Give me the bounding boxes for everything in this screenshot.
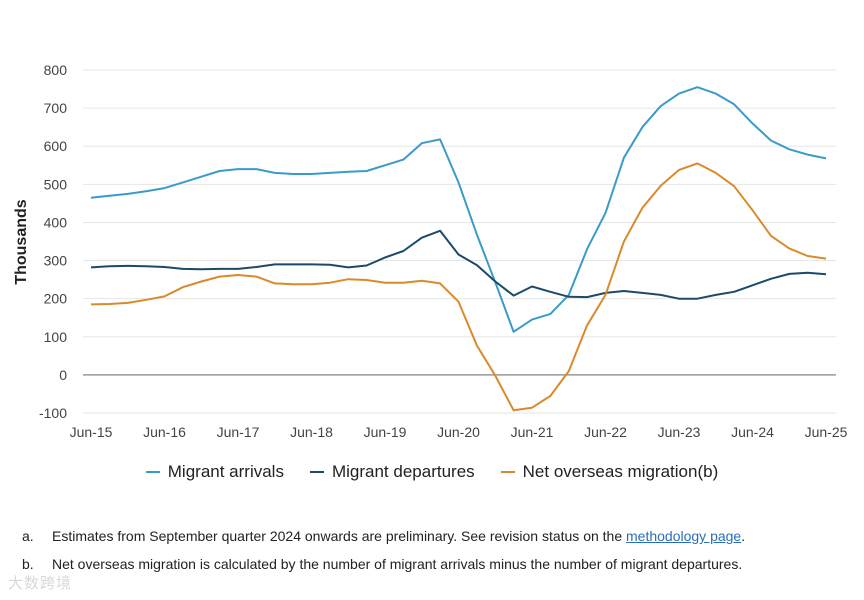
- x-tick-label: Jun-22: [584, 424, 627, 440]
- legend-label: Migrant departures: [331, 462, 475, 481]
- x-tick-label: Jun-25: [805, 424, 848, 440]
- watermark: 大数跨境: [8, 575, 73, 592]
- y-tick-label: 700: [44, 100, 68, 116]
- y-tick-label: 400: [44, 214, 68, 230]
- legend-swatch: [145, 471, 160, 473]
- legend-label: Net overseas migration(b): [522, 462, 719, 481]
- x-tick-label: Jun-17: [217, 424, 260, 440]
- legend-item: Migrant departures: [309, 462, 475, 482]
- series-line-2: [90, 229, 827, 300]
- footnote-letter: b.: [22, 556, 34, 572]
- y-tick-label: 800: [44, 62, 68, 78]
- y-tick-label: 200: [44, 291, 68, 307]
- legend: Migrant arrivals Migrant departures Net ov…: [0, 462, 864, 482]
- legend-swatch: [500, 471, 515, 473]
- legend-item: Migrant arrivals: [145, 462, 284, 482]
- y-axis-ticks: -100 0 100 200 300 400 500 600 700 800: [39, 62, 67, 421]
- gridlines: [83, 69, 836, 414]
- x-tick-label: Jun-16: [143, 424, 186, 440]
- series-line-3: [90, 162, 827, 412]
- footnote-b: b. Net overseas migration is calculated …: [22, 550, 745, 578]
- x-tick-label: Jun-18: [290, 424, 333, 440]
- y-tick-label: 600: [44, 138, 68, 154]
- x-tick-label: Jun-23: [658, 424, 701, 440]
- series-lines: [90, 86, 827, 412]
- x-tick-label: Jun-24: [731, 424, 774, 440]
- y-tick-label: 100: [44, 329, 68, 345]
- x-tick-label: Jun-15: [70, 424, 113, 440]
- footnote-text: Net overseas migration is calculated by …: [52, 556, 743, 572]
- legend-swatch: [309, 471, 324, 473]
- footnote-letter: a.: [22, 528, 34, 544]
- y-tick-label: 0: [59, 367, 67, 383]
- x-tick-label: Jun-20: [437, 424, 480, 440]
- footnote-a: a. Estimates from September quarter 2024…: [22, 522, 745, 550]
- legend-label: Migrant arrivals: [167, 462, 284, 481]
- footnote-text: Estimates from September quarter 2024 on…: [52, 528, 746, 544]
- y-tick-label: -100: [39, 405, 67, 421]
- x-tick-label: Jun-21: [511, 424, 554, 440]
- footnotes: a. Estimates from September quarter 2024…: [22, 522, 745, 578]
- y-axis-label: Thousands: [13, 199, 30, 284]
- y-tick-label: 500: [44, 176, 68, 192]
- x-axis-ticks: Jun-15 Jun-16 Jun-17 Jun-18 Jun-19 Jun-20 Jun-…: [70, 424, 848, 440]
- x-tick-label: Jun-19: [364, 424, 407, 440]
- series-line-1: [90, 86, 827, 333]
- y-tick-label: 300: [44, 253, 68, 269]
- methodology-page-link[interactable]: methodology page: [626, 528, 742, 544]
- legend-item: Net overseas migration(b): [500, 462, 719, 482]
